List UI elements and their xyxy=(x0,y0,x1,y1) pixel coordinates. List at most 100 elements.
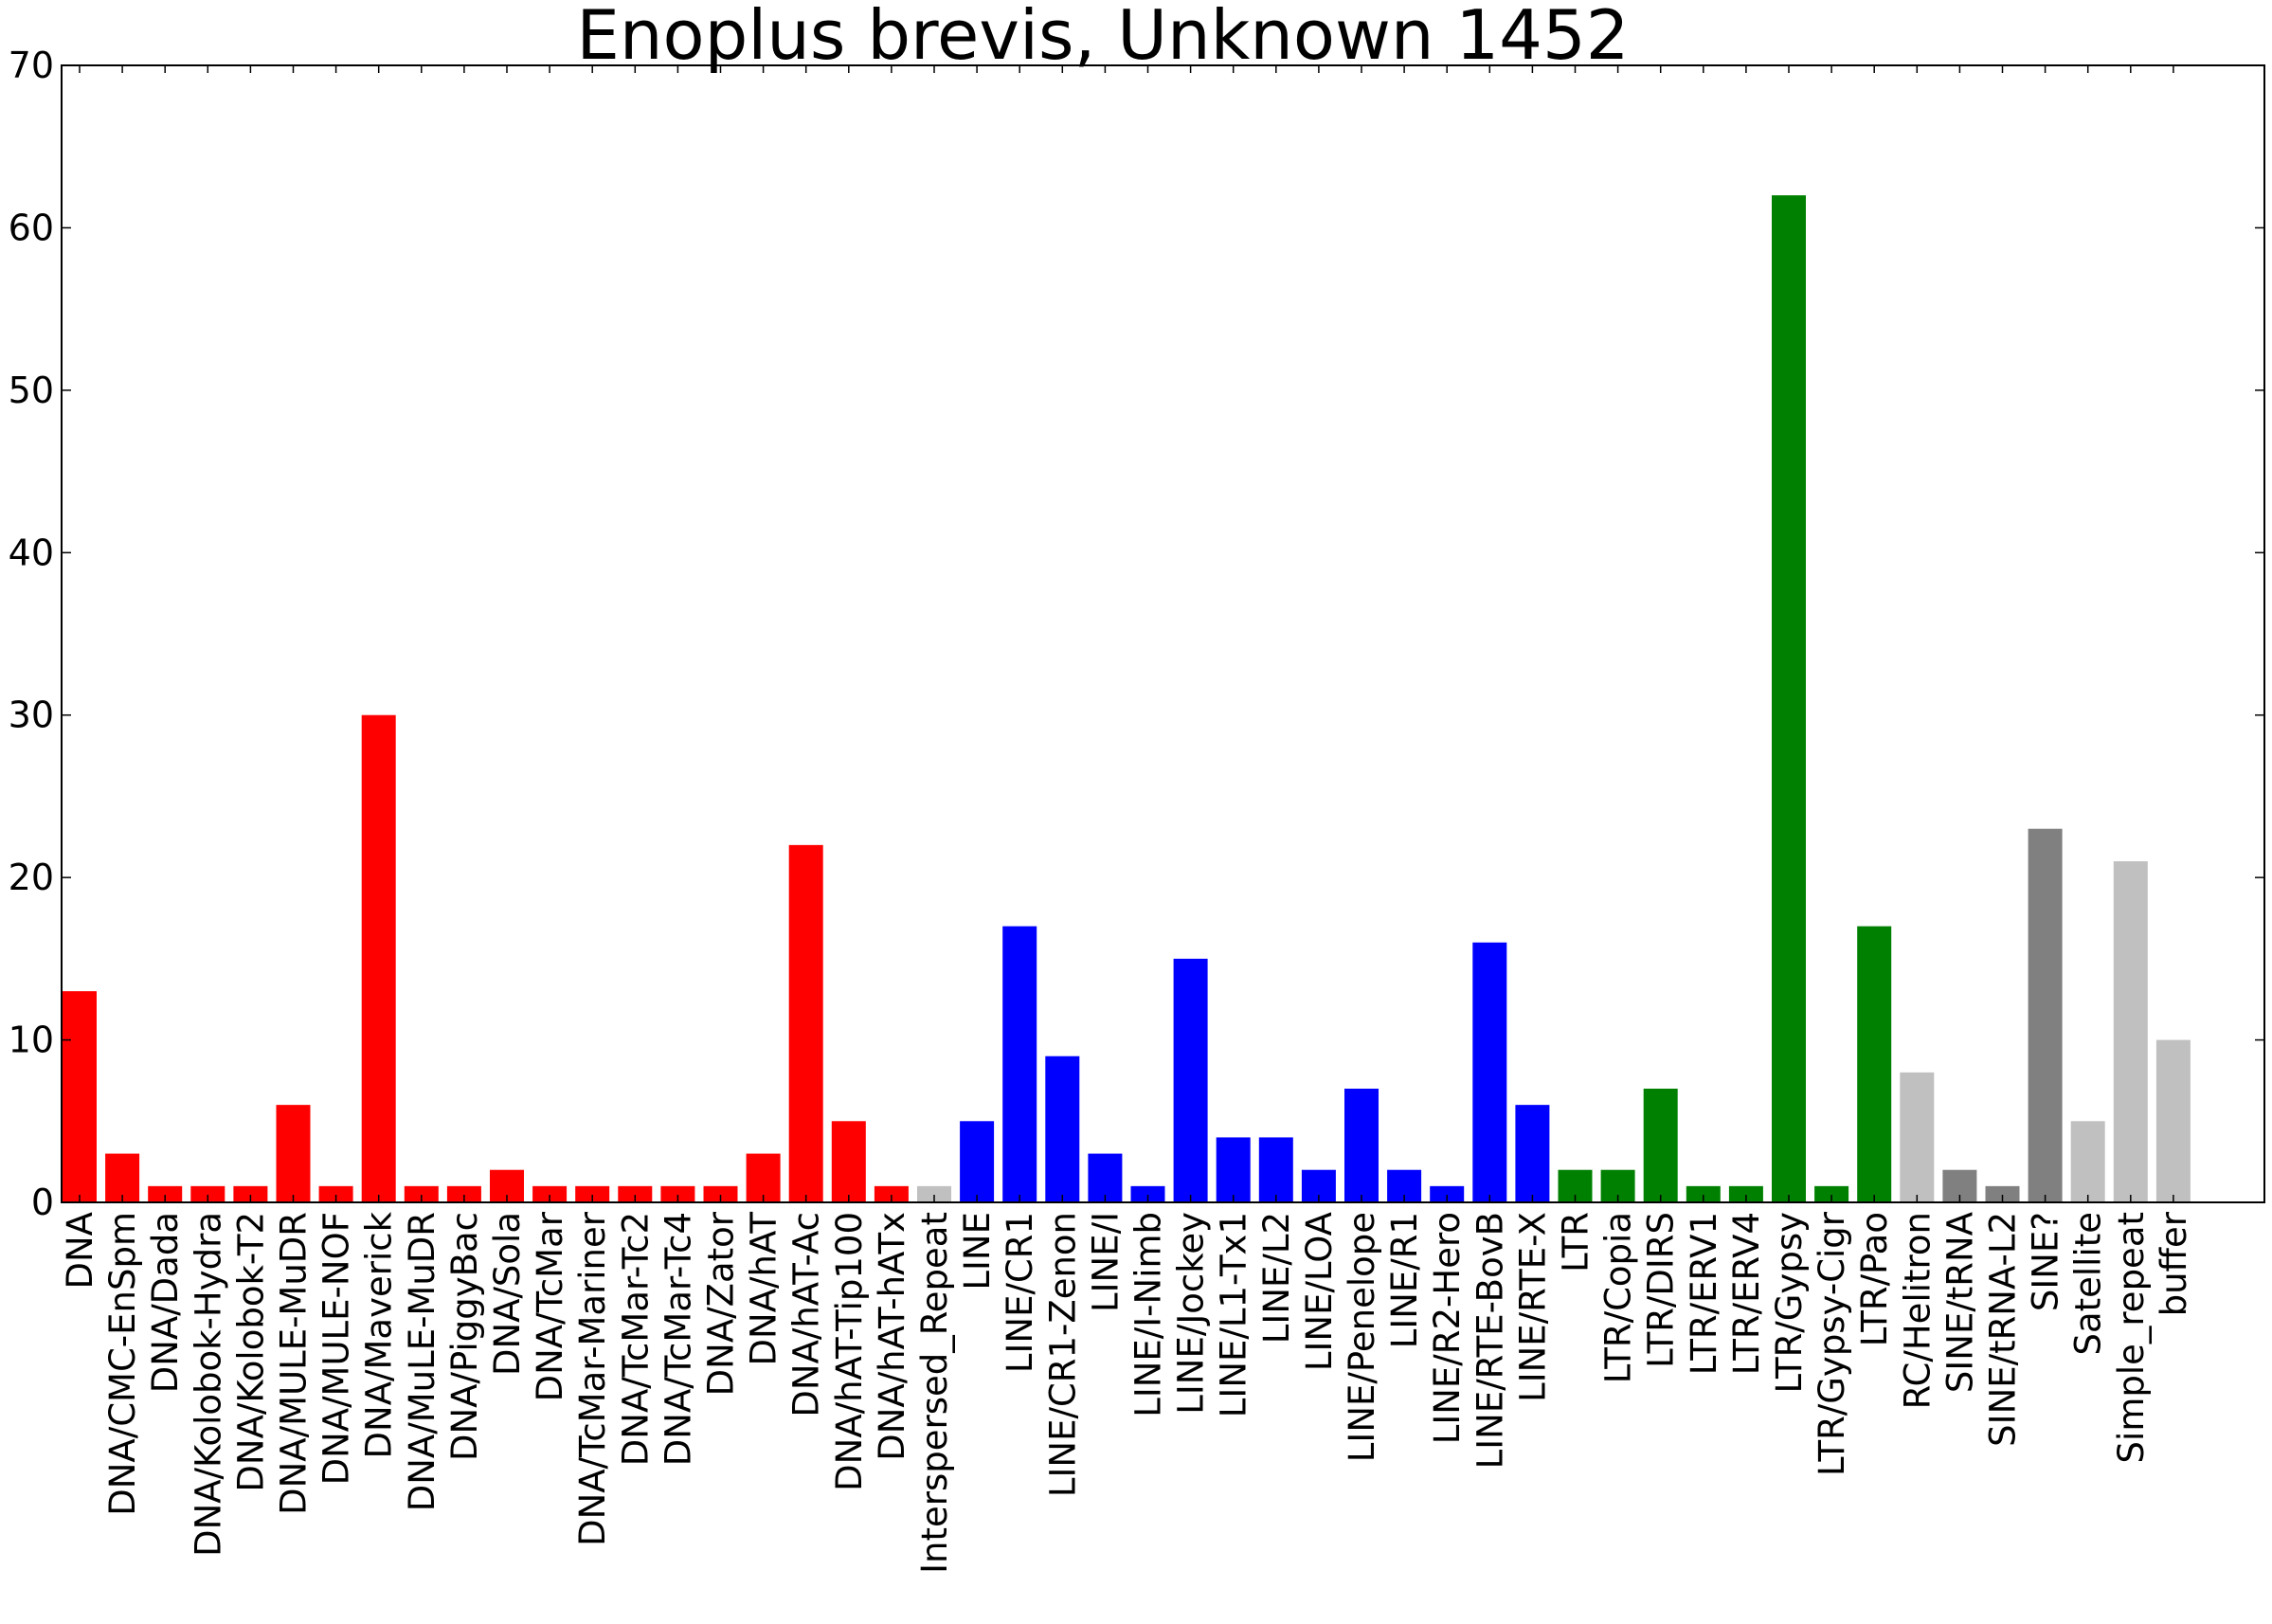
y-tick-label: 50 xyxy=(9,370,54,411)
bar xyxy=(148,1185,183,1202)
bar xyxy=(1258,1137,1293,1202)
chart-title: Enoplus brevis, Unknown 1452 xyxy=(576,0,1629,75)
x-tick-label: DNA/hAT-Tip100 xyxy=(829,1212,870,1491)
bar xyxy=(1472,942,1507,1202)
bar xyxy=(917,1185,951,1202)
bar xyxy=(1130,1185,1165,1202)
x-tick-label: DNA/Sola xyxy=(487,1212,528,1376)
y-tick-label: 10 xyxy=(9,1020,54,1061)
bar xyxy=(1643,1089,1678,1202)
x-tick-label: Simple_repeat xyxy=(2111,1212,2152,1463)
x-tick-label: DNA/hAT xyxy=(744,1212,784,1366)
x-tick-label: DNA/Kolobok-T2 xyxy=(230,1212,271,1492)
bar xyxy=(1173,958,1208,1202)
bar xyxy=(660,1185,695,1202)
bar xyxy=(318,1185,353,1202)
x-tick-label: LINE/Penelope xyxy=(1342,1212,1382,1462)
y-tick-label: 70 xyxy=(9,45,54,86)
x-tick-label: DNA/TcMar-Tc2 xyxy=(615,1212,656,1466)
x-tick-label: LTR xyxy=(1556,1212,1596,1272)
x-tick-label: DNA/TcMar-Mariner xyxy=(572,1211,613,1546)
x-tick-label: LINE/RTE-X xyxy=(1512,1212,1553,1402)
bar xyxy=(361,714,396,1202)
x-tick-label: DNA/TcMar xyxy=(530,1211,570,1401)
bar xyxy=(618,1185,653,1202)
bar xyxy=(2070,1121,2105,1202)
x-tick-label: Satellite xyxy=(2068,1212,2109,1356)
bar xyxy=(831,1121,866,1202)
x-tick-label: LINE/R1 xyxy=(1384,1212,1425,1348)
bar xyxy=(575,1185,610,1202)
x-tick-label: LINE/RTE-BovB xyxy=(1470,1212,1510,1469)
bar xyxy=(63,991,97,1202)
bar xyxy=(446,1185,481,1202)
x-tick-label: buffer xyxy=(2154,1211,2194,1316)
x-axis: DNA DNA/CMC-EnSpm DNA/Dada DNA/Kolobok-Hydr… xyxy=(60,65,2194,1574)
bar xyxy=(960,1121,995,1202)
x-tick-label: DNA/MuLE-MuDR xyxy=(402,1212,442,1511)
x-tick-label: LINE/I xyxy=(1085,1212,1126,1312)
plot-frame xyxy=(61,64,2265,1203)
y-tick-label: 20 xyxy=(9,857,54,898)
bar xyxy=(1002,926,1037,1202)
bar xyxy=(2155,1039,2191,1202)
x-tick-label: LINE/Jockey xyxy=(1171,1212,1212,1415)
x-tick-label: DNA/TcMar-Tc4 xyxy=(658,1212,698,1466)
x-tick-label: LTR/ERV1 xyxy=(1684,1212,1724,1375)
bar xyxy=(1088,1153,1123,1202)
bar xyxy=(1900,1072,1935,1202)
x-tick-label: DNA/PiggyBac xyxy=(444,1212,485,1461)
x-tick-label: LTR/Gypsy xyxy=(1769,1212,1810,1394)
bar xyxy=(1857,926,1892,1202)
x-tick-label: LINE/I-Nimb xyxy=(1128,1212,1169,1417)
x-tick-label: LINE/CR1-Zenon xyxy=(1042,1212,1083,1497)
bar xyxy=(532,1185,568,1202)
bar xyxy=(2113,861,2148,1202)
x-tick-label: DNA/Dada xyxy=(145,1212,186,1393)
bar xyxy=(1814,1185,1849,1202)
x-tick-label: LINE/LOA xyxy=(1299,1212,1340,1371)
x-tick-label: LINE/CR1 xyxy=(1000,1212,1040,1373)
bar xyxy=(1515,1105,1550,1202)
bar xyxy=(1686,1185,1721,1202)
bars-layer xyxy=(63,195,2191,1203)
bar xyxy=(1985,1185,2020,1202)
x-tick-label: DNA/Zator xyxy=(701,1211,742,1396)
bar xyxy=(105,1153,140,1202)
x-tick-label: DNA/hAT-Ac xyxy=(786,1212,827,1417)
x-tick-label: LTR/Gypsy-Cigr xyxy=(1812,1211,1852,1476)
x-tick-label: LTR/DIRS xyxy=(1641,1212,1682,1368)
bar xyxy=(1045,1056,1080,1202)
bar xyxy=(1728,1185,1763,1202)
bar xyxy=(1430,1185,1465,1202)
x-tick-label: DNA/MULE-MuDR xyxy=(274,1212,315,1515)
y-axis: 0 10 20 30 40 50 60 70 xyxy=(9,45,2264,1223)
y-tick-label: 40 xyxy=(9,532,54,573)
bar xyxy=(874,1185,909,1202)
x-tick-label: LTR/Copia xyxy=(1598,1212,1639,1383)
bar xyxy=(1772,195,1806,1203)
x-tick-label: LINE/R2-Hero xyxy=(1427,1212,1468,1444)
x-tick-label: DNA/CMC-EnSpm xyxy=(102,1212,143,1516)
x-tick-label: DNA/Kolobok-Hydra xyxy=(188,1212,228,1557)
y-tick-label: 0 xyxy=(31,1182,54,1223)
bar xyxy=(2028,828,2063,1202)
bar xyxy=(1216,1137,1251,1202)
x-tick-label: LTR/Pao xyxy=(1854,1212,1895,1346)
bar xyxy=(276,1105,311,1202)
x-tick-label: DNA xyxy=(60,1212,100,1289)
x-tick-label: RC/Helitron xyxy=(1897,1212,1938,1409)
x-tick-label: LINE/L1-Tx1 xyxy=(1214,1212,1254,1417)
x-tick-label: Interspersed_Repeat xyxy=(914,1212,955,1574)
bar xyxy=(1344,1089,1379,1202)
bar xyxy=(190,1185,225,1202)
x-tick-label: DNA/Maverick xyxy=(359,1211,400,1458)
y-tick-label: 30 xyxy=(9,695,54,736)
x-tick-label: LINE/L2 xyxy=(1256,1212,1297,1344)
x-tick-label: SINE/tRNA xyxy=(1939,1212,1980,1393)
x-tick-label: DNA/hAT-hATx xyxy=(872,1212,912,1461)
x-tick-label: LTR/ERV4 xyxy=(1726,1212,1767,1375)
x-tick-label: LINE xyxy=(957,1212,998,1290)
